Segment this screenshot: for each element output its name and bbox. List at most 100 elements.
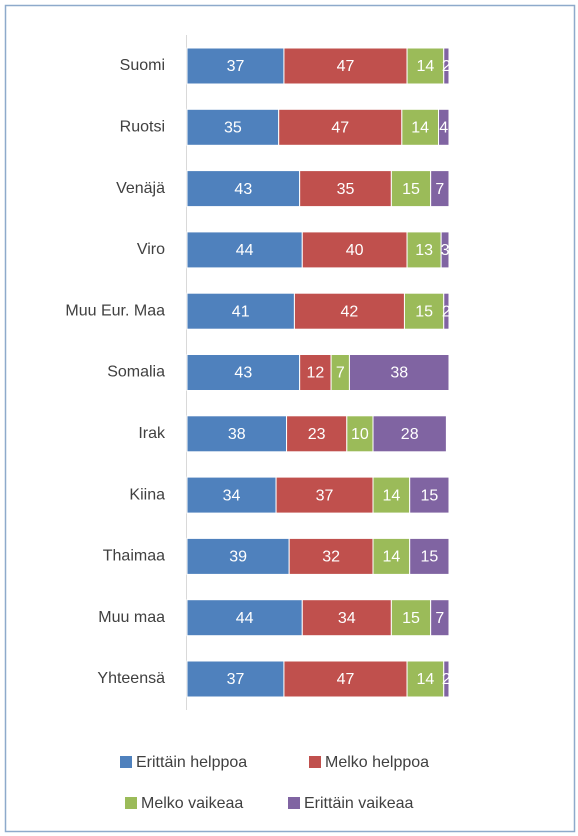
- data-label: 34: [338, 610, 356, 627]
- data-label: 3: [441, 242, 450, 259]
- bar-segment: [348, 354, 450, 391]
- data-label: 40: [346, 242, 364, 259]
- data-label: 34: [223, 487, 241, 504]
- bar-segment: [299, 170, 392, 208]
- data-label: 44: [236, 610, 254, 627]
- bar-segment: [186, 170, 301, 208]
- bar-segment: [186, 415, 288, 453]
- data-label: 10: [351, 426, 369, 443]
- bar-segment: [406, 231, 442, 269]
- data-label: 47: [337, 671, 355, 688]
- bar-segment: [186, 599, 303, 637]
- category-label: Irak: [138, 425, 166, 442]
- data-label: 14: [382, 487, 400, 504]
- bar-segment: [372, 415, 447, 453]
- bar-segment: [409, 537, 450, 575]
- data-label: 15: [415, 303, 433, 320]
- data-label: 39: [229, 549, 247, 566]
- legend-swatch: [120, 756, 132, 768]
- data-label: 15: [420, 487, 438, 504]
- category-label: Kiina: [129, 486, 165, 503]
- data-label: 12: [306, 365, 324, 382]
- data-label: 23: [308, 426, 326, 443]
- bar-segment: [443, 660, 450, 698]
- data-label: 37: [316, 487, 334, 504]
- data-label: 43: [234, 181, 252, 198]
- bar-segment: [443, 47, 450, 85]
- data-label: 43: [234, 365, 252, 382]
- bar-segment: [301, 599, 392, 637]
- data-label: 15: [402, 181, 420, 198]
- legend-swatch: [125, 797, 137, 809]
- category-label: Muu Eur. Maa: [65, 302, 165, 319]
- data-label: 35: [337, 181, 355, 198]
- data-label: 14: [382, 549, 400, 566]
- bar-segment: [186, 537, 290, 575]
- data-label: 28: [401, 426, 419, 443]
- data-label: 42: [341, 303, 359, 320]
- data-label: 15: [402, 610, 420, 627]
- data-label: 38: [228, 426, 246, 443]
- data-label: 14: [417, 58, 435, 75]
- bar-segment: [430, 170, 450, 208]
- bar-segment: [275, 476, 374, 514]
- legend-label: Erittäin vaikeaa: [304, 795, 413, 812]
- category-label: Thaimaa: [103, 548, 165, 565]
- legend-swatch: [288, 797, 300, 809]
- category-label: Suomi: [120, 57, 165, 74]
- bar-segment: [186, 108, 280, 146]
- legend-swatch: [309, 756, 321, 768]
- category-label: Muu maa: [98, 609, 165, 626]
- bar-segment: [438, 108, 450, 146]
- data-label: 2: [442, 671, 451, 688]
- legend-label: Melko helppoa: [325, 754, 429, 771]
- data-label: 47: [337, 58, 355, 75]
- data-label: 13: [415, 242, 433, 259]
- bar-segment: [390, 599, 432, 637]
- data-label: 2: [442, 58, 451, 75]
- data-label: 15: [420, 549, 438, 566]
- bar-segment: [372, 476, 411, 514]
- bar-segment: [401, 108, 440, 146]
- data-label: 7: [435, 181, 444, 198]
- data-label: 37: [227, 671, 245, 688]
- data-label: 14: [411, 120, 429, 137]
- data-label: 47: [331, 120, 349, 137]
- data-label: 38: [390, 365, 408, 382]
- bar-segment: [186, 231, 303, 269]
- data-label: 41: [232, 303, 250, 320]
- category-label: Somalia: [107, 364, 165, 381]
- bar-segment: [283, 660, 408, 698]
- bar-segment: [440, 231, 450, 269]
- bar-segment: [443, 292, 450, 330]
- category-label: Yhteensä: [97, 670, 165, 687]
- bar-segment: [301, 231, 408, 269]
- data-label: 7: [336, 365, 345, 382]
- data-label: 14: [417, 671, 435, 688]
- bar-segment: [403, 292, 445, 330]
- bar-segment: [299, 354, 332, 391]
- data-label: 44: [236, 242, 254, 259]
- legend-label: Melko vaikeaa: [141, 795, 243, 812]
- data-label: 32: [322, 549, 340, 566]
- bar-segment: [293, 292, 405, 330]
- bar-segment: [186, 47, 285, 85]
- data-label: 7: [435, 610, 444, 627]
- data-label: 2: [442, 303, 451, 320]
- category-label: Venäjä: [116, 180, 165, 197]
- bar-segment: [286, 415, 348, 453]
- bar-segment: [278, 108, 403, 146]
- category-label: Viro: [137, 241, 165, 258]
- data-label: 37: [227, 58, 245, 75]
- bar-segment: [283, 47, 408, 85]
- bar-segment: [186, 660, 285, 698]
- bar-segment: [186, 476, 277, 514]
- data-label: 4: [439, 120, 448, 137]
- legend-label: Erittäin helppoa: [136, 754, 247, 771]
- bar-segment: [409, 476, 450, 514]
- data-label: 35: [224, 120, 242, 137]
- category-label: Ruotsi: [120, 119, 165, 136]
- bar-segment: [406, 660, 445, 698]
